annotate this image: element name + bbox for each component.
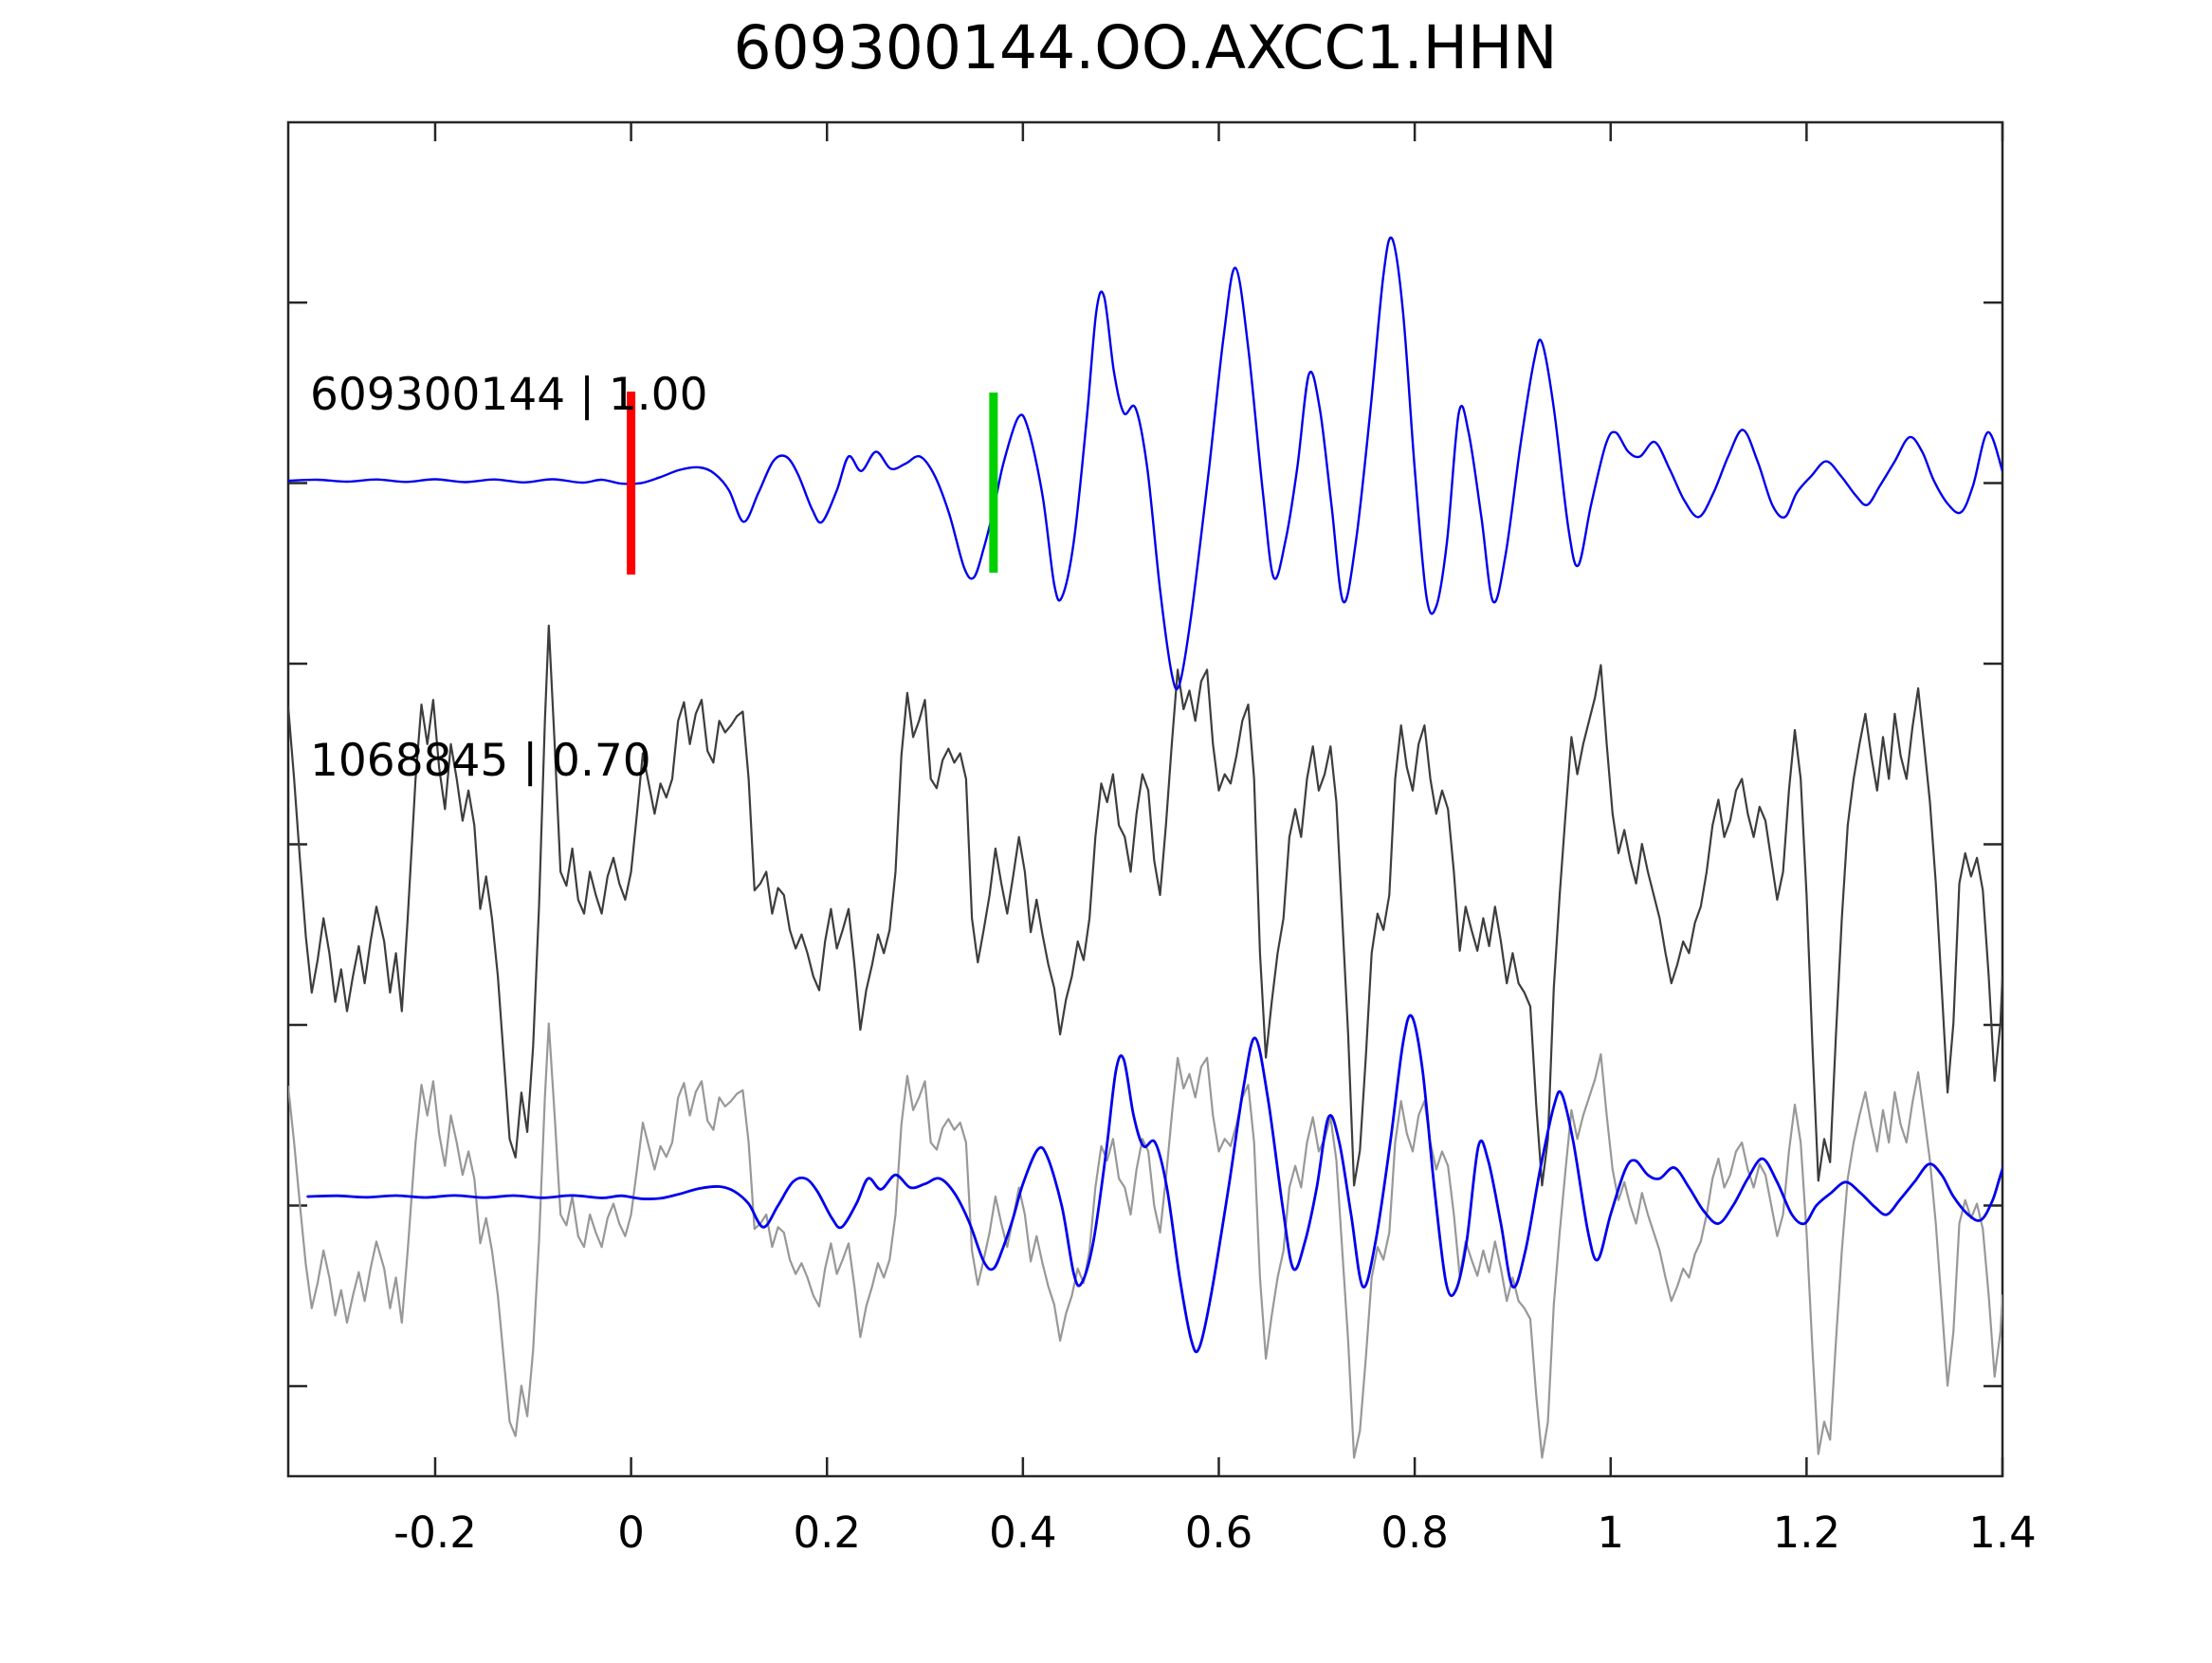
x-tick-label: 0.4 — [989, 1508, 1057, 1558]
x-tick-label: -0.2 — [393, 1508, 477, 1558]
x-tick-labels: -0.2 0 0.2 0.4 0.6 0.8 1 1.2 1.4 — [393, 1508, 2037, 1558]
axes-box — [286, 120, 2004, 1478]
detection-trace-overlay — [288, 1022, 2002, 1459]
template-trace-label: 609300144 | 1.00 — [310, 369, 708, 421]
x-tick-label: 1.4 — [1968, 1508, 2037, 1558]
x-tick-label: 0 — [617, 1508, 645, 1558]
template-trace-row1 — [288, 236, 2002, 691]
x-tick-label: 0.8 — [1380, 1508, 1449, 1558]
plot-title: 609300144.OO.AXCC1.HHN — [733, 13, 1557, 82]
x-tick-label: 1 — [1597, 1508, 1624, 1558]
detection-trace-row2 — [288, 624, 2002, 1187]
x-tick-label: 0.2 — [793, 1508, 861, 1558]
detection-trace-label: 1068845 | 0.70 — [310, 735, 651, 787]
pick-markers-layer — [627, 392, 998, 575]
axis-ticks — [288, 122, 2004, 1476]
x-tick-label: 1.2 — [1773, 1508, 1841, 1558]
template-trace-overlay — [306, 1014, 2002, 1354]
x-tick-label: 0.6 — [1185, 1508, 1253, 1558]
traces-layer — [288, 236, 2002, 1459]
